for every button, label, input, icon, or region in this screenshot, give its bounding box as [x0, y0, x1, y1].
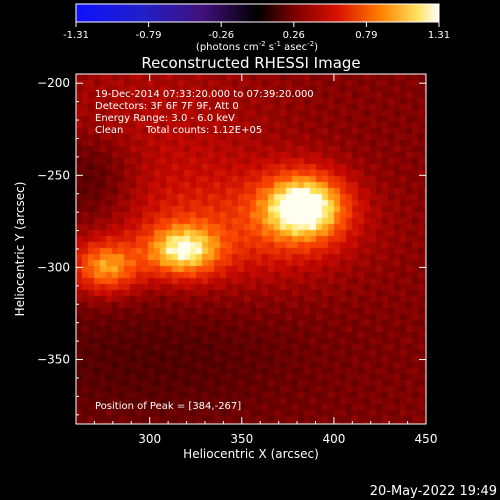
footer-date: 20-May-2022 19:49 — [370, 484, 497, 499]
colorbar-tick-label: -1.31 — [63, 30, 89, 41]
y-axis-ticks: −200 −250 −300 −350 — [37, 76, 426, 416]
y-tick-label: −300 — [37, 260, 70, 274]
colorbar-tick-label: 1.31 — [428, 30, 450, 41]
colorbar-tick-label: 0.26 — [283, 30, 305, 41]
chart-title: Reconstructed RHESSI Image — [141, 54, 360, 72]
y-tick-label: −200 — [37, 76, 70, 90]
colorbar-unit-label: (photons cm-2 s-1 asec-2) — [196, 40, 318, 53]
info-detectors: Detectors: 3F 6F 7F 9F, Att 0 — [95, 101, 239, 112]
x-tick-label: 300 — [138, 432, 161, 446]
y-tick-label: −350 — [37, 353, 70, 367]
colorbar-gradient — [75, 3, 440, 23]
heatmap-image — [76, 74, 426, 424]
x-tick-label: 400 — [322, 432, 345, 446]
x-tick-label: 350 — [230, 432, 253, 446]
x-axis-label: Heliocentric X (arcsec) — [183, 447, 319, 461]
y-axis-label: Heliocentric Y (arcsec) — [13, 182, 27, 317]
info-energy-range: Energy Range: 3.0 - 6.0 keV — [95, 113, 235, 124]
info-time-range: 19-Dec-2014 07:33:20.000 to 07:39:20.000 — [95, 89, 314, 100]
colorbar-tick-label: -0.26 — [208, 30, 234, 41]
colorbar-ticks: -1.31 -0.79 -0.26 0.26 0.79 1.31 — [63, 22, 450, 41]
info-method: Clean — [95, 125, 123, 136]
info-total-counts: Total counts: 1.12E+05 — [145, 125, 262, 136]
peak-position-text: Position of Peak = [384,-267] — [95, 401, 241, 412]
x-tick-label: 450 — [415, 432, 438, 446]
colorbar-tick-label: -0.79 — [136, 30, 162, 41]
x-axis-ticks: 300 350 400 450 — [93, 74, 438, 446]
y-tick-label: −250 — [37, 168, 70, 182]
info-overlay: 19-Dec-2014 07:33:20.000 to 07:39:20.000… — [95, 89, 314, 412]
colorbar-tick-label: 0.79 — [355, 30, 377, 41]
colorbar: -1.31 -0.79 -0.26 0.26 0.79 1.31 (photons cm-… — [63, 3, 450, 53]
